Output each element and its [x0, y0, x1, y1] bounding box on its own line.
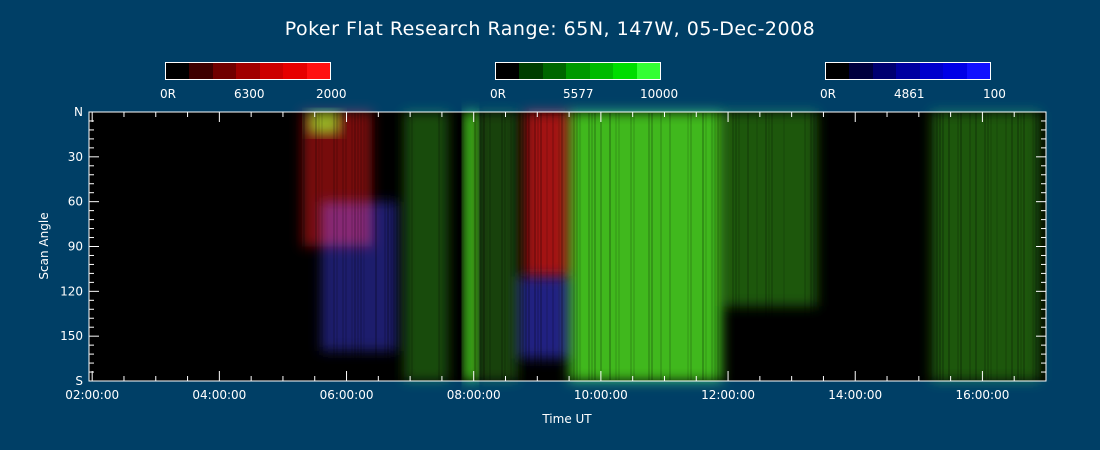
green-colorbar-wavelength-label: 5577: [563, 87, 594, 101]
x-tick-label: 02:00:00: [65, 388, 119, 402]
x-tick-label: 12:00:00: [701, 388, 755, 402]
green-colorbar-segment: [519, 63, 543, 79]
green-emission-region: [403, 112, 449, 381]
green-emission-region: [721, 112, 818, 307]
x-tick-label: 14:00:00: [828, 388, 882, 402]
green-colorbar-segment: [589, 63, 614, 79]
red-colorbar-segment: [283, 63, 307, 79]
green-colorbar-min-label: 0R: [490, 87, 506, 101]
red-emission-region: [524, 112, 570, 277]
blue-colorbar-segment: [943, 63, 967, 79]
blue-colorbar-segment: [966, 63, 990, 79]
x-tick-label: 06:00:00: [320, 388, 374, 402]
x-tick-label: 10:00:00: [574, 388, 628, 402]
green-emission-region: [931, 112, 1040, 381]
blue-colorbar: [825, 62, 991, 80]
chart-title: Poker Flat Research Range: 65N, 147W, 05…: [284, 18, 816, 40]
red-colorbar-wavelength-label: 6300: [234, 87, 265, 101]
blue-colorbar-segment: [849, 63, 873, 79]
green-emission-region: [476, 112, 519, 381]
y-axis-label: Scan Angle: [37, 212, 51, 279]
x-tick-label: 04:00:00: [192, 388, 246, 402]
blue-colorbar-segment: [896, 63, 920, 79]
y-tick-label: 60: [68, 195, 83, 209]
green-emission-region: [569, 112, 722, 381]
green-emission-region: [464, 112, 477, 381]
green-colorbar-max-label: 10000: [640, 87, 679, 101]
blue-colorbar-segment: [826, 63, 850, 79]
green-colorbar-segment: [566, 63, 590, 79]
green-colorbar-segment: [496, 63, 520, 79]
y-tick-label: 30: [68, 150, 83, 164]
y-tick-label: S: [75, 374, 83, 388]
blue-colorbar-segment: [919, 63, 944, 79]
blue-colorbar-segment: [872, 63, 897, 79]
x-axis-label: Time UT: [541, 412, 592, 426]
y-tick-label: 120: [60, 284, 83, 298]
blue-colorbar-wavelength-label: 4861: [894, 87, 925, 101]
blue-colorbar-min-label: 0R: [820, 87, 836, 101]
blue-emission-region: [518, 276, 570, 359]
x-tick-label: 08:00:00: [447, 388, 501, 402]
red-colorbar-segment: [212, 63, 237, 79]
green-colorbar-segment: [613, 63, 637, 79]
y-tick-label: N: [74, 105, 83, 119]
red-colorbar-segment: [306, 63, 330, 79]
blue-emission-region: [321, 201, 398, 352]
green-colorbar-segment: [542, 63, 567, 79]
green-colorbar: [495, 62, 661, 80]
red-colorbar-max-label: 2000: [316, 87, 347, 101]
red-colorbar-segment: [189, 63, 213, 79]
blue-colorbar-max-label: 100: [983, 87, 1006, 101]
y-tick-label: 150: [60, 329, 83, 343]
x-tick-label: 16:00:00: [955, 388, 1009, 402]
red-colorbar: [165, 62, 331, 80]
red-colorbar-segment: [259, 63, 284, 79]
y-tick-label: 90: [68, 240, 83, 254]
red-colorbar-segment: [166, 63, 190, 79]
red-colorbar-min-label: 0R: [160, 87, 176, 101]
green-emission-region: [308, 112, 341, 135]
green-colorbar-segment: [636, 63, 660, 79]
red-colorbar-segment: [236, 63, 260, 79]
